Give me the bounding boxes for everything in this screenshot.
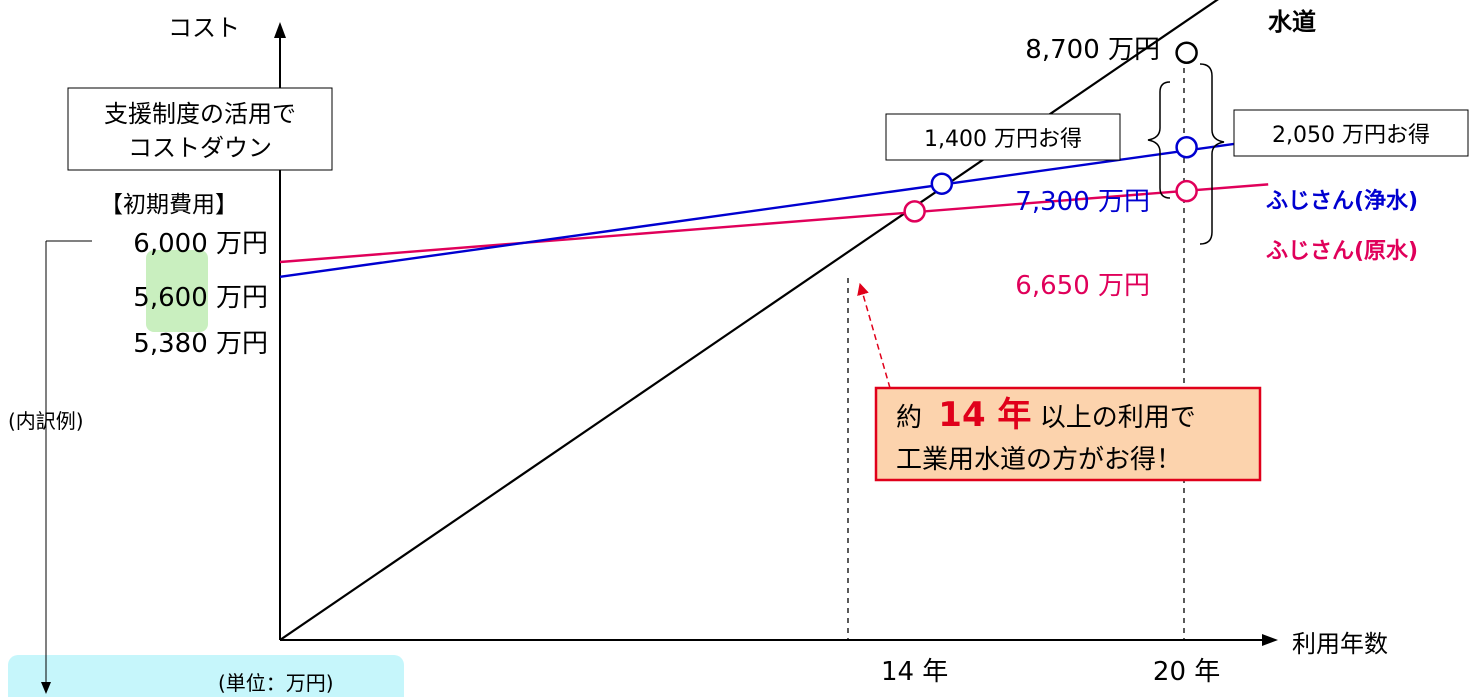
- initial-cost-header: 【初期費用】: [100, 192, 238, 218]
- callout-arrow: [857, 282, 891, 389]
- initial-cost-6000: 6,000 万円: [133, 229, 268, 259]
- series-label-raw-water: ふじさん(原水): [1266, 239, 1418, 264]
- series-label-purified-water: ふじさん(浄水): [1266, 188, 1418, 214]
- series-line-raw-water: [279, 183, 1269, 264]
- value-label-purified-20: 7,300 万円: [1015, 187, 1150, 217]
- x-axis-label: 利用年数: [1292, 630, 1388, 658]
- initial-cost-highlight: [146, 250, 208, 332]
- value-label-water-20: 8,700 万円: [1025, 35, 1160, 65]
- savings-box-1400: [885, 113, 1121, 161]
- point-markers: [903, 41, 1198, 223]
- point-marker-3: [930, 172, 954, 195]
- series-line-water: [279, 0, 1219, 641]
- initial-cost-5380: 5,380 万円: [133, 329, 268, 359]
- breakdown-label: (内訳例): [8, 409, 84, 433]
- value-label-raw-20: 6,650 万円: [1015, 271, 1150, 301]
- brace-1400: [1147, 81, 1171, 199]
- point-marker-0: [1175, 41, 1198, 64]
- support-note-line2: コストダウン: [128, 134, 272, 162]
- initial-cost-5600: 5,600 万円: [133, 283, 268, 313]
- unit-label: (単位：万円): [218, 671, 334, 695]
- point-marker-2: [1175, 179, 1198, 203]
- y-axis-label: コスト: [168, 14, 240, 42]
- series-label-water: 水道: [1268, 8, 1316, 36]
- support-note-box: [67, 87, 333, 171]
- callout-prefix: 約: [896, 403, 922, 433]
- callout-box: [874, 386, 1262, 482]
- y-axis-arrow-icon: [274, 22, 286, 38]
- point-marker-4: [903, 200, 926, 223]
- x-tick-14-year: 14 年: [881, 657, 948, 687]
- callout-line2: 工業用水道の方がお得！: [896, 445, 1182, 475]
- savings-box-2050: [1233, 109, 1469, 157]
- support-note-line1: 支援制度の活用で: [104, 100, 296, 128]
- savings-label-2050: 2,050 万円お得: [1272, 123, 1430, 148]
- savings-label-1400: 1,400 万円お得: [924, 127, 1082, 152]
- x-axis-arrow-icon: [1262, 634, 1278, 646]
- series-line-purified-water: [279, 137, 1269, 279]
- callout-highlight: 14 年: [938, 395, 1031, 435]
- callout-line1: 約 14 年 以上の利用で: [896, 395, 1196, 435]
- callout-suffix: 以上の利用で: [1040, 403, 1196, 433]
- x-tick-20-year: 20 年: [1153, 657, 1220, 687]
- point-marker-1: [1175, 136, 1198, 159]
- brace-2050: [1199, 63, 1225, 245]
- breakdown-panel: [8, 655, 404, 697]
- breakdown-arrow-icon: [41, 682, 51, 694]
